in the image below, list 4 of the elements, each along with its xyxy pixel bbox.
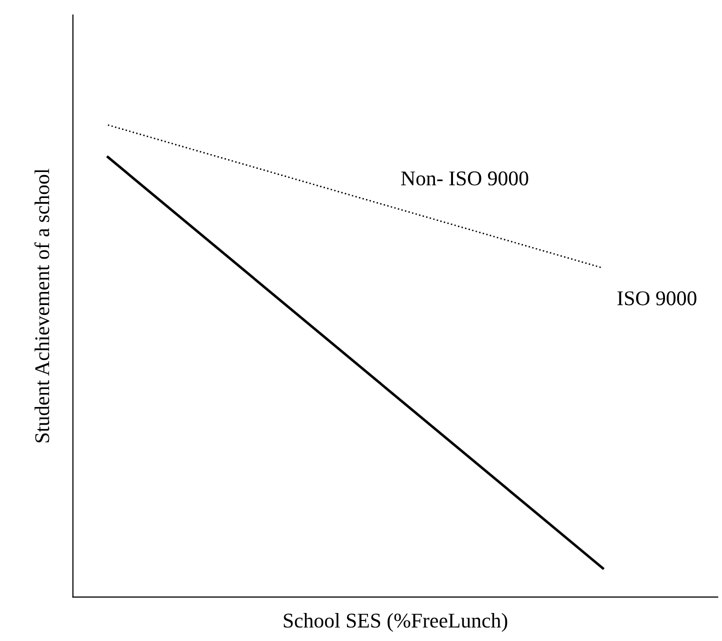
y-axis-title: Student Achievement of a school xyxy=(34,168,50,442)
annotation: Non- ISO 9000 xyxy=(401,171,528,186)
x-axis-title: School SES (%FreeLunch) xyxy=(284,613,508,632)
annotation: ISO 9000 xyxy=(617,291,696,306)
